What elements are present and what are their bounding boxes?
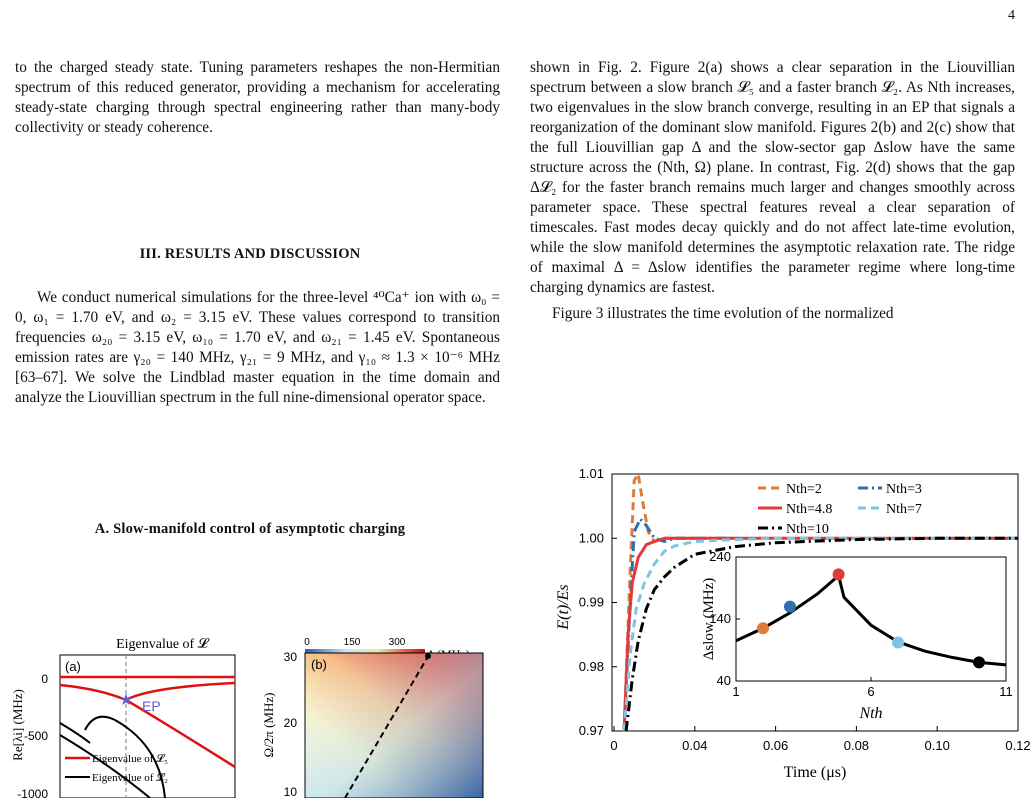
legend-label: Nth=10	[786, 522, 829, 537]
left-paragraph-2: We conduct numerical simulations for the…	[15, 289, 500, 406]
fig2b-cbar-tick-2: 300	[389, 637, 406, 648]
inset-xtick-label: 6	[867, 684, 874, 699]
fig3-xtick-label: 0.12	[1005, 738, 1030, 753]
fig3-xtick-label: 0.06	[763, 738, 788, 753]
fig2b-cbar-tick-0: 0	[304, 637, 310, 648]
page-number: 4	[1008, 8, 1015, 23]
fig2b-axes	[304, 652, 484, 798]
figure-3: 1.01 1.00 0.99 0.98 0.97 0 0.04 0.06 0.08 0.10 0.…	[555, 466, 1030, 781]
fig3-ytick-label: 1.01	[579, 466, 604, 481]
fig2b-ridge-line	[344, 652, 431, 798]
fig2a-l2-branch-1	[59, 722, 91, 744]
inset-xtick-label: 1	[732, 684, 739, 699]
right-paragraph-2: Figure 3 illustrates the time evolution …	[552, 305, 894, 322]
inset-ytick-label: 140	[709, 611, 731, 626]
fig2b-panel-label: (b)	[311, 657, 327, 672]
fig2a-title: Eigenvalue of 𝓛	[116, 636, 210, 652]
fig3-xtick-label: 0.08	[844, 738, 869, 753]
legend-label: Nth=3	[886, 482, 922, 497]
legend-label: Nth=7	[886, 502, 922, 517]
fig3-ytick-label: 1.00	[579, 530, 604, 545]
fig3-ytick-label: 0.98	[579, 659, 604, 674]
fig3-inset: 240 140 401 6 11 Δslow (MHz) Nth	[701, 549, 1013, 722]
fig2a-panel-label: (a)	[65, 659, 81, 674]
fig3-legend: Nth=2 Nth=3 Nth=4.8 Nth=7 Nth=10	[758, 482, 922, 537]
fig2a-axes	[59, 654, 236, 798]
left-paragraph-1: to the charged steady state. Tuning para…	[15, 59, 500, 136]
fig2b-ylabel: Ω/2π (MHz)	[261, 693, 276, 758]
fig2a-ylabel: Re[λi] (MHz)	[10, 689, 25, 761]
figure-2a: Eigenvalue of 𝓛 0 -500 -1000 Re[λi] (MHz…	[10, 636, 236, 798]
fig2b-ytick-1: 20	[284, 716, 298, 730]
fig3-ylabel: E(t)/Es	[555, 584, 572, 630]
fig2a-ep-label: EP	[142, 698, 161, 714]
inset-marker	[832, 568, 845, 581]
inset-marker	[973, 656, 985, 669]
inset-xlabel: Nth	[858, 705, 882, 722]
fig2a-l2-branch-3	[59, 734, 151, 798]
fig2a-l2-branch-2	[84, 715, 166, 798]
fig3-xtick-label: 0	[610, 738, 617, 753]
fig3-xtick-label: 0.04	[682, 738, 707, 753]
inset-marker	[892, 636, 904, 649]
subsection-heading: A. Slow-manifold control of asymptotic c…	[94, 521, 406, 537]
right-paragraph-1: shown in Fig. 2. Figure 2(a) shows a cle…	[530, 59, 1015, 296]
fig2a-ytick-1: -500	[24, 729, 48, 743]
inset-marker	[784, 600, 796, 613]
fig3-ytick-label: 0.97	[579, 723, 604, 738]
fig2b-heatmap-overlay	[305, 653, 483, 798]
fig3-ytick-label: 0.99	[579, 595, 604, 610]
inset-ytick-label: 40	[717, 673, 731, 688]
legend-label: Nth=4.8	[786, 502, 832, 517]
fig2a-legend-l2: Eigenvalue of 𝓛₂	[92, 771, 168, 784]
fig2b-ytick-0: 30	[284, 650, 298, 664]
section-heading: III. RESULTS AND DISCUSSION	[139, 246, 361, 262]
fig3-series-line	[624, 536, 1018, 732]
inset-marker	[757, 622, 769, 635]
fig2a-l5-branch-lower	[125, 698, 236, 769]
fig2b-cbar-tick-1: 150	[344, 637, 361, 648]
inset-ytick-label: 240	[709, 549, 731, 564]
fig2a-legend-l5: Eigenvalue of 𝓛₅	[92, 752, 168, 765]
ep-star-icon: ★	[119, 692, 133, 709]
figure-2b: 0 150 300 Δ (MHz) (b) 30 20 10 Ω/2π (MHz…	[261, 637, 484, 798]
inset-ylabel: Δslow (MHz)	[701, 578, 717, 661]
fig3-xlabel: Time (μs)	[784, 764, 847, 781]
inset-xtick-label: 11	[999, 684, 1013, 699]
fig2b-ridge-point	[425, 653, 431, 659]
fig3-xtick-label: 0.10	[925, 738, 950, 753]
fig3-series-line	[622, 536, 1018, 732]
fig3-series-line	[622, 536, 1018, 732]
legend-label: Nth=2	[786, 482, 822, 497]
fig2b-ytick-2: 10	[284, 785, 298, 798]
fig2a-ytick-0: 0	[41, 672, 48, 686]
inset-curve-line	[735, 574, 1007, 667]
fig2a-ytick-2: -1000	[17, 787, 48, 798]
